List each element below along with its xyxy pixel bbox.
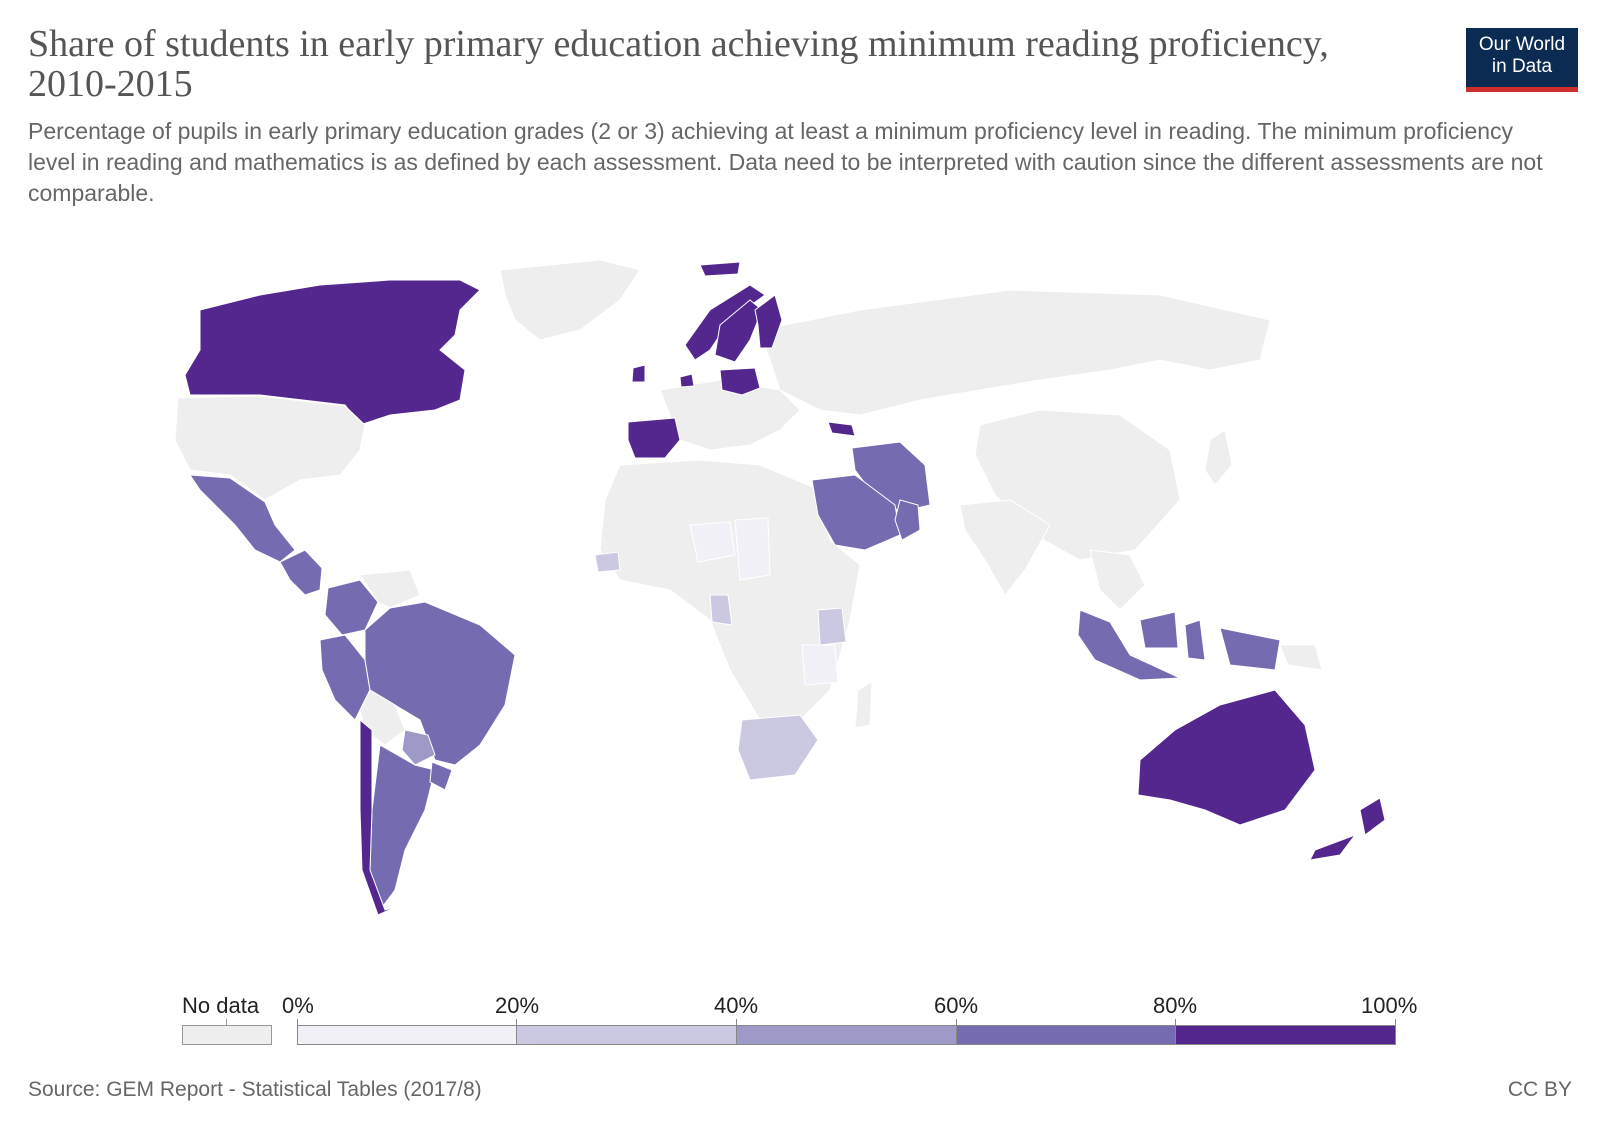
region-india[interactable] [959, 499, 1051, 596]
region-se-asia[interactable] [1089, 549, 1146, 611]
legend-swatch-60-80[interactable] [956, 1025, 1176, 1045]
legend-swatch-20-40[interactable] [516, 1025, 737, 1045]
source-note[interactable]: Source: GEM Report - Statistical Tables … [28, 1078, 482, 1101]
region-russia[interactable] [759, 289, 1271, 416]
legend-tick [1395, 1019, 1396, 1026]
country-poland[interactable] [719, 367, 761, 396]
legend-tick [516, 1019, 517, 1026]
legend-tick [1175, 1019, 1176, 1026]
owid-logo[interactable]: Our World in Data [1466, 28, 1578, 92]
country-georgia[interactable] [827, 421, 856, 437]
legend-tick [736, 1019, 737, 1026]
license-link[interactable]: CC BY [1507, 1078, 1572, 1101]
legend-swatch-80-100[interactable] [1175, 1025, 1396, 1045]
legend-swatch-40-60[interactable] [736, 1025, 957, 1045]
country-spain[interactable] [627, 417, 681, 459]
legend-label-80: 80% [1153, 993, 1198, 1018]
legend-label-20: 20% [495, 993, 540, 1018]
chart-title: Share of students in early primary educa… [28, 23, 1329, 105]
region-japan[interactable] [1204, 429, 1233, 486]
country-netherlands[interactable] [679, 373, 695, 388]
map-layer [174, 259, 1386, 916]
country-kenya[interactable] [817, 607, 847, 646]
country-australia[interactable] [1137, 689, 1316, 826]
country-paraguay[interactable] [401, 729, 436, 766]
country-cameroon[interactable] [709, 594, 733, 626]
country-chad[interactable] [734, 517, 771, 581]
country-finland[interactable] [754, 294, 783, 349]
logo-line-1: Our World [1478, 34, 1566, 55]
country-senegal[interactable] [594, 551, 621, 573]
region-madagascar[interactable] [854, 681, 873, 729]
country-chile[interactable] [359, 718, 401, 916]
country-venezuela[interactable] [359, 569, 421, 609]
country-united-states[interactable] [174, 395, 366, 501]
legend-no-data-tick [226, 1019, 227, 1026]
country-argentina[interactable] [369, 744, 436, 912]
country-saudi-arabia[interactable] [811, 474, 901, 551]
country-canada[interactable] [184, 279, 481, 426]
chart-subtitle: Percentage of pupils in early primary ed… [28, 118, 1543, 206]
logo-line-2: in Data [1491, 56, 1553, 77]
legend-swatch-0-20[interactable] [297, 1025, 517, 1045]
country-iceland[interactable] [699, 261, 741, 277]
country-ireland[interactable] [631, 364, 646, 383]
country-indonesia[interactable] [1077, 609, 1281, 681]
country-uruguay[interactable] [429, 761, 453, 791]
region-png[interactable] [1279, 644, 1323, 671]
legend-label-100: 100% [1361, 993, 1418, 1018]
legend-label-40: 40% [714, 993, 759, 1018]
country-central-america[interactable] [279, 549, 323, 596]
country-tanzania[interactable] [801, 644, 839, 686]
country-greenland[interactable] [499, 259, 641, 341]
legend-label-0: 0% [282, 993, 314, 1018]
legend-label-60: 60% [934, 993, 979, 1018]
country-new-zealand[interactable] [1309, 797, 1386, 861]
legend-tick [956, 1019, 957, 1026]
legend-no-data-swatch[interactable] [182, 1025, 272, 1045]
country-oman[interactable] [894, 499, 921, 541]
legend-no-data-label: No data [182, 993, 260, 1018]
world-map[interactable] [60, 250, 1520, 930]
legend-tick [297, 1019, 298, 1026]
country-south-africa[interactable] [737, 714, 819, 781]
country-niger[interactable] [689, 521, 736, 563]
